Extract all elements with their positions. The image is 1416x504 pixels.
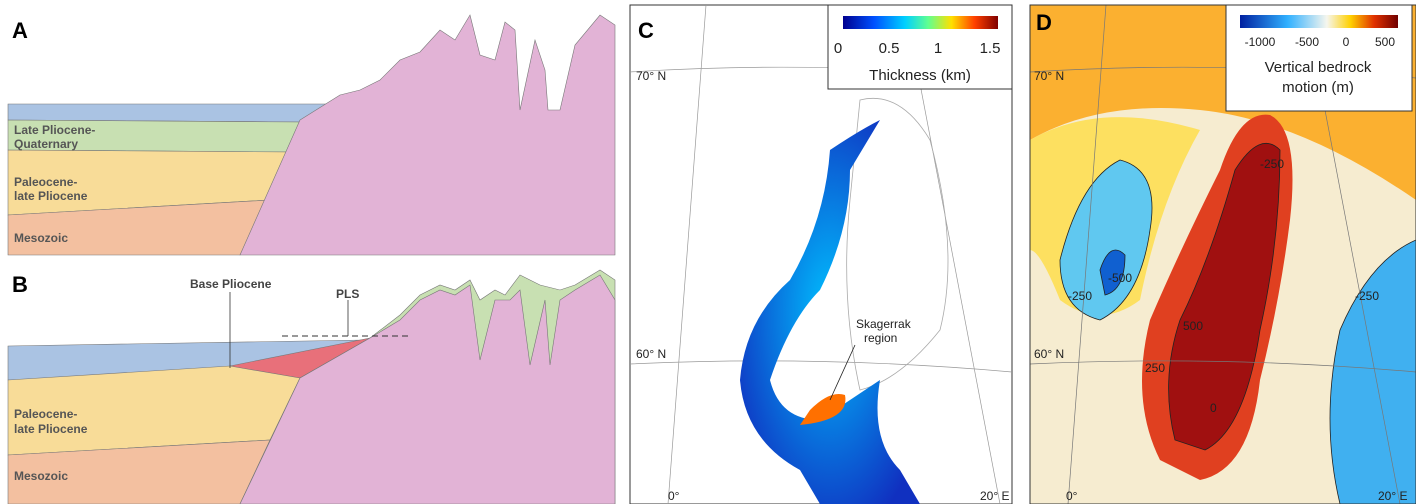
colorbar-title: Vertical bedrock <box>1265 59 1372 76</box>
longitude-label: 20° E <box>980 489 1009 503</box>
layer-label: late Pliocene <box>14 422 88 436</box>
contour-label: -250 <box>1355 289 1379 303</box>
latitude-label: 60° N <box>636 347 666 361</box>
annotation: Base Pliocene <box>190 277 272 291</box>
layer-label: Quaternary <box>14 137 78 151</box>
contour-label: 250 <box>1145 361 1165 375</box>
colorbar-title: Thickness (km) <box>869 67 971 84</box>
layer-label: Mesozoic <box>14 231 68 245</box>
panel-letter: B <box>12 272 28 297</box>
contour-label: 500 <box>1183 319 1203 333</box>
longitude-label: 0° <box>668 489 680 503</box>
colorbar-title: motion (m) <box>1282 79 1354 96</box>
panel-letter: C <box>638 18 654 43</box>
colorbar-tick: 0 <box>1343 35 1350 49</box>
colorbar-tick: 1.5 <box>980 40 1001 57</box>
layer-label: Mesozoic <box>14 469 68 483</box>
layer-label: Late Pliocene- <box>14 123 95 137</box>
annotation: Skagerrak <box>856 317 912 331</box>
longitude-label: 20° E <box>1378 489 1407 503</box>
latitude-label: 60° N <box>1034 347 1064 361</box>
colorbar-tick: 0 <box>834 40 842 57</box>
panel-a: A Late Pliocene- Quaternary Paleocene- l… <box>7 14 616 256</box>
colorbar-tick: -500 <box>1295 35 1319 49</box>
panel-c: C 0 0.5 1 1.5 Thickness (km) 70° N 60° N… <box>629 4 1013 504</box>
annotation: region <box>864 331 897 345</box>
panel-letter: D <box>1036 10 1052 35</box>
contour-label: -250 <box>1068 289 1092 303</box>
longitude-label: 0° <box>1066 489 1078 503</box>
colorbar-tick: -1000 <box>1245 35 1276 49</box>
panel-d: D -1000 -500 0 500 Vertical bedrock moti… <box>1029 4 1416 504</box>
colorbar-tick: 1 <box>934 40 942 57</box>
layer-label: Paleocene- <box>14 407 77 421</box>
colorbar-tick: 500 <box>1375 35 1395 49</box>
contour-label: -250 <box>1260 157 1284 171</box>
panel-letter: A <box>12 18 28 43</box>
colorbar-tick: 0.5 <box>879 40 900 57</box>
layer-label: late Pliocene <box>14 189 88 203</box>
latitude-label: 70° N <box>1034 69 1064 83</box>
contour-label: 0 <box>1210 401 1217 415</box>
contour-label: -500 <box>1108 271 1132 285</box>
latitude-label: 70° N <box>636 69 666 83</box>
annotation: PLS <box>336 287 359 301</box>
layer-label: Paleocene- <box>14 175 77 189</box>
panel-b: B Base Pliocene PLS Paleocene- late Plio… <box>7 269 616 504</box>
